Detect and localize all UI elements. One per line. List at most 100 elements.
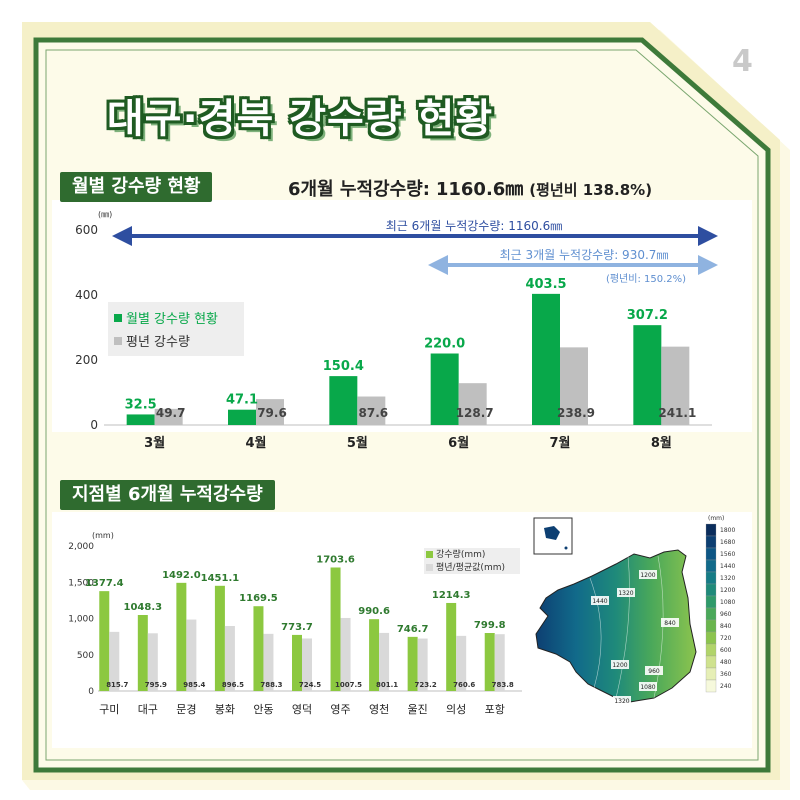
- contour-label: 1200: [640, 572, 655, 579]
- scale-swatch: [705, 595, 717, 609]
- monthly-bar-label: 403.5: [525, 277, 566, 292]
- station-normal-bar: [186, 619, 197, 691]
- contour-label-bg: [611, 660, 629, 669]
- scale-swatch: [705, 655, 717, 669]
- station-normal-bar: [109, 631, 120, 691]
- station-x-tick: 봉화: [215, 703, 235, 716]
- station-bar-label: 799.8: [474, 620, 506, 631]
- contour-label: 1320: [618, 590, 633, 597]
- scale-swatch: [705, 619, 717, 633]
- page-title: 대구·경북 강수량 현황: [106, 96, 494, 142]
- station-y-tick: 1,000: [68, 615, 94, 625]
- contour-label: 1080: [640, 684, 655, 691]
- station-normal-label: 801.1: [376, 681, 398, 689]
- scale-label: 480: [720, 659, 732, 666]
- monthly-bar: [430, 353, 459, 425]
- contour-label-bg: [591, 596, 609, 605]
- summary-ratio: (평년비 138.8%): [529, 181, 653, 199]
- normal-bar: [661, 346, 690, 425]
- station-bar: [484, 633, 495, 691]
- station-x-tick: 대구: [138, 703, 158, 716]
- station-normal-bar: [302, 638, 312, 691]
- contour-label-bg: [639, 570, 657, 579]
- station-bar: [369, 619, 380, 691]
- normal-bar-label: 241.1: [658, 406, 696, 420]
- station-y-tick: 0: [88, 687, 94, 697]
- contour-label: 1200: [612, 662, 627, 669]
- station-bar: [176, 582, 187, 691]
- monthly-bar-label: 47.1: [226, 393, 258, 408]
- station-normal-label: 985.4: [183, 681, 205, 689]
- summary-prefix: 6개월 누적강수량:: [288, 179, 430, 200]
- station-normal-label: 815.7: [106, 681, 128, 689]
- scale-label: 600: [720, 647, 732, 654]
- station-normal-label: 795.9: [145, 681, 167, 689]
- station-bar-label: 1377.4: [85, 578, 124, 589]
- normal-bar-label: 87.6: [359, 406, 389, 420]
- scale-swatch: [705, 559, 717, 573]
- station-bar: [214, 585, 225, 691]
- scale-label: 1320: [720, 575, 735, 582]
- station-x-tick: 영천: [369, 702, 389, 716]
- station-bar: [99, 591, 110, 691]
- monthly-y-unit: (㎜): [98, 210, 112, 219]
- monthly-y-tick: 600: [75, 223, 98, 237]
- contour-label-bg: [661, 618, 679, 627]
- station-normal-bar: [224, 626, 235, 691]
- monthly-x-tick: 4월: [245, 435, 266, 451]
- monthly-bar: [126, 414, 155, 425]
- station-legend: 강수량(mm) 평년/평균값(mm): [424, 548, 520, 574]
- scale-swatch: [705, 607, 717, 621]
- scale-swatch: [705, 643, 717, 657]
- normal-bar: [357, 396, 386, 425]
- legend-label-station: 강수량(mm): [436, 548, 485, 560]
- monthly-bar: [329, 376, 358, 425]
- station-normal-bar: [147, 633, 158, 691]
- station-normal-label: 788.3: [260, 681, 282, 689]
- map-scale-unit: (mm): [708, 515, 724, 522]
- station-x-tick: 울진: [408, 703, 428, 716]
- scale-label: 240: [720, 683, 732, 690]
- scale-swatch: [705, 571, 717, 585]
- normal-bar: [560, 347, 588, 425]
- station-normal-bar: [417, 638, 428, 691]
- scale-label: 1200: [720, 587, 735, 594]
- legend-swatch-station-normal: [426, 564, 433, 571]
- station-x-tick: 의성: [446, 703, 466, 716]
- contour-label-bg: [645, 666, 663, 675]
- legend-label-normal: 평년 강수량: [126, 335, 190, 350]
- station-x-tick: 영주: [330, 703, 350, 716]
- station-y-tick: 1,500: [68, 578, 94, 588]
- scale-swatch: [705, 535, 717, 549]
- monthly-bar-label: 220.0: [424, 337, 465, 352]
- normal-bar-label: 79.6: [257, 406, 287, 420]
- station-bar: [292, 634, 302, 691]
- legend-swatch-station: [426, 551, 433, 558]
- scale-label: 1440: [720, 563, 735, 570]
- ulleungdo-island: [544, 526, 560, 540]
- summary-value: 1160.6㎜: [435, 179, 524, 200]
- legend-label-station-normal: 평년/평균값(mm): [436, 561, 505, 573]
- contour-label: 1320: [614, 698, 629, 705]
- legend-swatch-monthly: [114, 314, 122, 322]
- station-x-tick: 영덕: [292, 703, 312, 716]
- station-normal-label: 1007.5: [335, 681, 362, 689]
- station-bar-label: 1169.5: [239, 593, 278, 604]
- station-normal-label: 723.2: [415, 681, 437, 689]
- page-number: 4: [732, 44, 753, 79]
- scale-swatch: [705, 583, 717, 597]
- monthly-legend: 월별 강수량 현황 평년 강수량: [108, 302, 244, 356]
- scale-label: 1680: [720, 539, 735, 546]
- monthly-x-tick: 7월: [549, 435, 570, 451]
- station-bar-label: 1048.3: [124, 602, 163, 613]
- scale-label: 360: [720, 671, 732, 678]
- monthly-bar-label: 307.2: [627, 308, 668, 323]
- scale-swatch: [705, 523, 717, 537]
- contour-label-bg: [617, 588, 635, 597]
- scale-label: 1560: [720, 551, 735, 558]
- cumulative-summary: 6개월 누적강수량: 1160.6㎜ (평년비 138.8%): [288, 175, 652, 201]
- station-normal-label: 724.5: [299, 681, 321, 689]
- three-month-annotation: 최근 3개월 누적강수량: 930.7㎜: [500, 248, 669, 262]
- station-normal-bar: [340, 617, 351, 691]
- station-bar: [253, 606, 264, 691]
